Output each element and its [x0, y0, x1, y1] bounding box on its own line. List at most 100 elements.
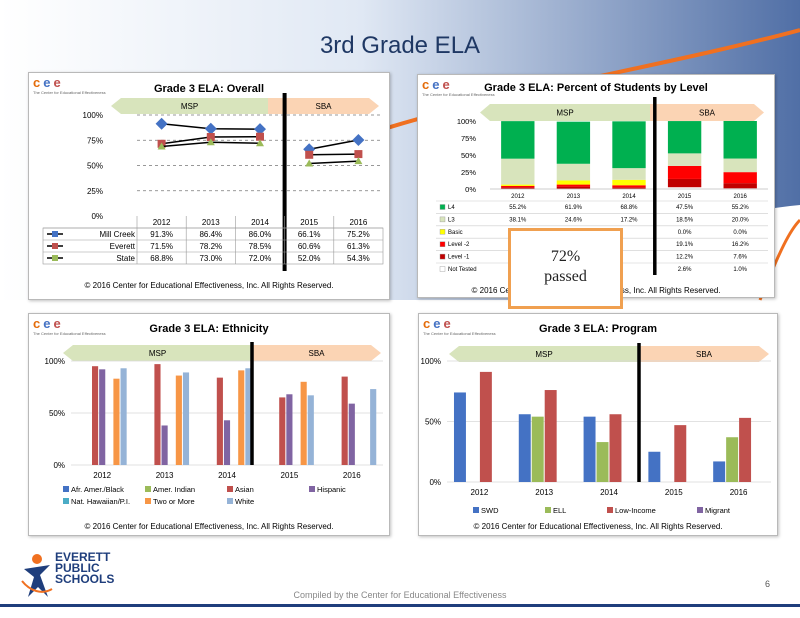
legend-swatch — [439, 253, 446, 260]
bar-segment — [612, 187, 646, 189]
bar-segment — [556, 186, 591, 189]
x-tick-label: 2013 — [567, 194, 581, 200]
legend-label: Level -2 — [448, 242, 470, 248]
sba-label: SBA — [308, 349, 325, 358]
legend-swatch — [439, 229, 446, 235]
series-line — [309, 139, 359, 150]
x-tick-label: 2014 — [622, 194, 636, 200]
bar — [648, 451, 661, 482]
callout-percent: 72% — [550, 248, 581, 265]
data-label: 71.5% — [150, 242, 173, 251]
ethnicity-chart-panel: cee The Center for Educational Effective… — [28, 313, 390, 536]
bar-segment — [723, 158, 757, 173]
legend-swatch — [145, 498, 151, 504]
data-label: 86.0% — [249, 230, 272, 239]
data-point — [155, 117, 168, 130]
data-label: 54.3% — [347, 254, 370, 263]
bar — [583, 416, 596, 482]
x-tick-label: 2012 — [93, 471, 111, 480]
y-tick-label: 0% — [429, 478, 441, 487]
bar — [370, 389, 377, 465]
bar — [348, 403, 355, 465]
chart-title: Grade 3 ELA: Program — [539, 323, 657, 335]
data-label: 73.0% — [199, 254, 222, 263]
sba-label: SBA — [696, 350, 713, 359]
bar-segment — [723, 188, 757, 189]
series-line — [309, 153, 359, 156]
x-tick-label: 2013 — [535, 488, 553, 497]
x-tick-label: 2016 — [350, 218, 368, 227]
legend-label: State — [116, 254, 135, 263]
x-tick-label: 2016 — [734, 194, 748, 200]
bar — [453, 392, 466, 482]
bar — [544, 390, 557, 482]
x-tick-label: 2016 — [730, 488, 748, 497]
levels-stacked-chart: MSP SBA 0% 25% 50% 75% 100% 2012 2013 2014 2015 201… — [436, 97, 768, 275]
data-label: 72.0% — [249, 254, 272, 263]
bar-segment — [667, 121, 702, 154]
data-label: 38.1% — [509, 217, 527, 223]
cee-logo: cee The Center for Educational Effective… — [33, 316, 106, 336]
legend-swatch — [145, 486, 151, 492]
bar-segment — [501, 158, 535, 185]
bar — [223, 420, 231, 465]
msp-arrow — [480, 104, 650, 121]
data-label: 16.2% — [732, 242, 750, 248]
msp-label: MSP — [535, 350, 552, 359]
bar-segment — [501, 187, 535, 189]
bar — [92, 366, 99, 465]
bar — [596, 442, 609, 482]
bar-segment — [667, 187, 702, 189]
legend-marker — [52, 231, 58, 237]
x-tick-label: 2016 — [343, 471, 361, 480]
data-point — [305, 159, 314, 167]
bar — [300, 381, 307, 465]
msp-arrow — [111, 98, 268, 114]
x-tick-label: 2012 — [153, 218, 171, 227]
bar-segment — [667, 165, 702, 179]
y-tick-label: 100% — [83, 111, 103, 120]
x-tick-label: 2013 — [156, 471, 174, 480]
data-point — [305, 150, 314, 159]
data-label: 0.0% — [678, 230, 692, 236]
sba-arrow — [639, 346, 769, 362]
msp-label: MSP — [556, 109, 573, 118]
legend-swatch — [439, 204, 446, 210]
legend-label: Everett — [110, 242, 136, 251]
sba-arrow — [252, 345, 381, 361]
legend-swatch — [63, 498, 69, 504]
legend-swatch — [227, 486, 233, 492]
overall-line-chart: MSP SBA 0% 25% 50% 75% 100% 2012 2013 2014 2015 201… — [42, 93, 384, 271]
bar — [739, 417, 752, 482]
bar — [531, 416, 544, 482]
bar — [216, 377, 223, 465]
bar — [307, 395, 314, 465]
data-point — [204, 122, 217, 135]
data-label: 61.9% — [565, 205, 583, 211]
data-label: 52.0% — [298, 254, 321, 263]
data-point — [157, 142, 166, 150]
bar-segment — [723, 183, 757, 189]
data-label: 55.2% — [509, 205, 527, 211]
bar — [674, 425, 687, 482]
bar — [479, 371, 492, 482]
program-chart-panel: cee The Center for Educational Effective… — [418, 313, 778, 536]
data-label: 66.1% — [298, 230, 321, 239]
legend-label: Nat. Hawaiian/P.I. — [71, 497, 130, 506]
bar-segment — [723, 121, 757, 159]
footer-text: Compiled by the Center for Educational E… — [293, 590, 507, 600]
x-tick-label: 2015 — [678, 194, 692, 200]
legend-swatch — [607, 507, 613, 513]
x-tick-label: 2014 — [218, 471, 236, 480]
data-point — [254, 123, 266, 136]
data-label: 24.6% — [565, 217, 583, 223]
bar — [713, 461, 726, 482]
legend-label: Asian — [235, 485, 254, 494]
legend-label: L3 — [448, 217, 455, 223]
data-point — [206, 138, 215, 146]
cee-logo: cee The Center for Educational Effective… — [423, 316, 496, 336]
bar-segment — [501, 184, 535, 186]
msp-label: MSP — [149, 349, 166, 358]
copyright-text: © 2016 Center for Educational Effectiven… — [84, 281, 334, 290]
bar — [161, 425, 168, 465]
